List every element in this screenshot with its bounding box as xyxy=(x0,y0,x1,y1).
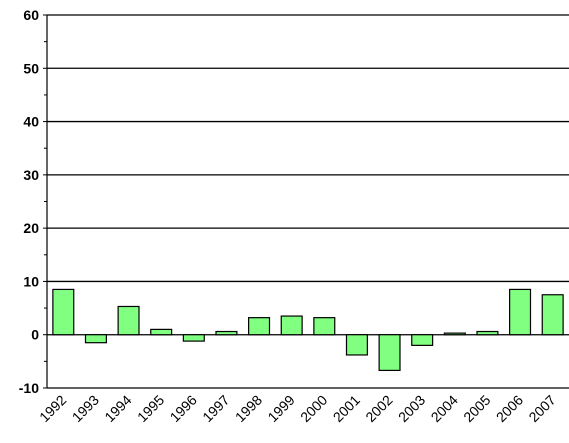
y-tick-label-50: 50 xyxy=(23,60,39,76)
y-tick-label-30: 30 xyxy=(23,167,39,183)
y-tick-labels: -10 0 10 20 30 40 50 60 xyxy=(19,7,39,396)
bar-1995 xyxy=(150,328,173,336)
y-tick-label--10: -10 xyxy=(19,380,39,396)
bar-2007 xyxy=(541,294,564,336)
x-tick-label-2001: 2001 xyxy=(330,392,363,425)
x-tick-labels: 1992 1993 1994 1995 1996 1997 1998 1999 2000 2001… xyxy=(36,392,559,425)
grid-lines xyxy=(47,14,569,389)
y-tick-label-40: 40 xyxy=(23,114,39,130)
bar-2001 xyxy=(345,334,368,356)
bar-2002 xyxy=(378,334,401,372)
bars xyxy=(52,288,564,372)
x-tick-label-1999: 1999 xyxy=(264,392,297,425)
bar-2003 xyxy=(411,334,434,346)
y-tick-label-20: 20 xyxy=(23,220,39,236)
x-tick-label-1996: 1996 xyxy=(167,392,200,425)
y-axis xyxy=(43,14,48,389)
x-tick-label-1993: 1993 xyxy=(69,392,102,425)
x-tick-label-1997: 1997 xyxy=(199,392,232,425)
bar-1997 xyxy=(215,330,238,336)
bar-2004 xyxy=(443,332,466,336)
bar-1992 xyxy=(52,288,75,336)
y-tick-label-60: 60 xyxy=(23,7,39,23)
bar-2006 xyxy=(509,288,532,336)
bar-1993 xyxy=(84,334,107,344)
x-tick-label-2006: 2006 xyxy=(493,392,526,425)
x-tick-label-1994: 1994 xyxy=(101,392,134,425)
bar-1999 xyxy=(280,315,303,336)
x-tick-label-2005: 2005 xyxy=(460,392,493,425)
y-tick-label-0: 0 xyxy=(31,327,39,343)
x-tick-label-2007: 2007 xyxy=(525,392,558,425)
bar-2000 xyxy=(313,317,336,336)
x-tick-label-1998: 1998 xyxy=(232,392,265,425)
bar-2005 xyxy=(476,330,499,336)
x-tick-label-1992: 1992 xyxy=(36,392,69,425)
bar-1994 xyxy=(117,305,140,336)
x-tick-label-2004: 2004 xyxy=(428,392,461,425)
x-tick-label-1995: 1995 xyxy=(134,392,167,425)
x-tick-label-2002: 2002 xyxy=(362,392,395,425)
bar-1998 xyxy=(248,317,271,336)
y-tick-label-10: 10 xyxy=(23,273,39,289)
x-tick-label-2003: 2003 xyxy=(395,392,428,425)
bar-1996 xyxy=(182,334,205,342)
x-tick-label-2000: 2000 xyxy=(297,392,330,425)
